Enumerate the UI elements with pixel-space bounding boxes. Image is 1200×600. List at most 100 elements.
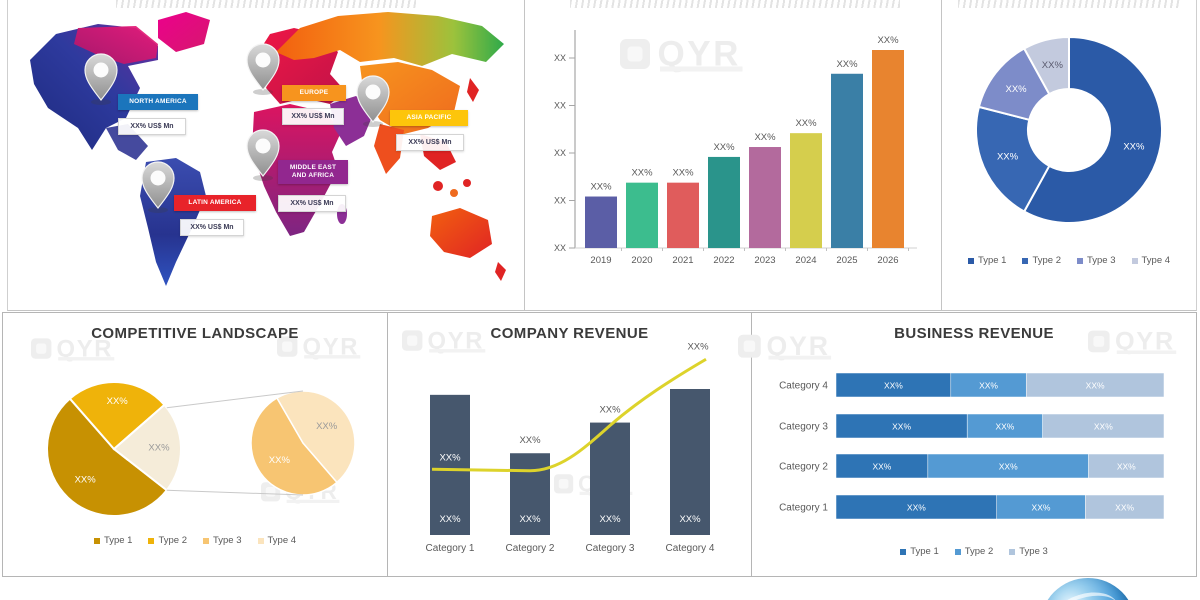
stack-segment-category-1-type-2 — [996, 494, 1086, 520]
stack-segment-category-3-type-3 — [1042, 413, 1165, 439]
chart-label: 2026 — [877, 255, 898, 266]
location-pin-north-america — [84, 53, 118, 105]
competitive-landscape-title: COMPETITIVE LANDSCAPE — [91, 325, 299, 342]
biz-legend-item-type-3: Type 3 — [1009, 546, 1048, 557]
chart-label: XX% — [907, 503, 926, 513]
company-revenue-title: COMPANY REVENUE — [490, 325, 649, 342]
location-pin-middle-east-africa — [246, 129, 280, 181]
cropped-panel-title — [570, 0, 900, 8]
bar-2023 — [749, 147, 781, 248]
legend-marker — [1022, 257, 1029, 264]
chart-label: 2025 — [836, 255, 857, 266]
bar-2019 — [585, 196, 617, 248]
chart-label: Category 4 — [666, 543, 715, 554]
chart-label: XX% — [754, 132, 776, 143]
chart-label: XX% — [1117, 462, 1136, 472]
chart-label: XX% — [877, 35, 899, 46]
chart-label: XX% — [672, 168, 694, 179]
chart-label: XX% — [107, 396, 129, 407]
business-revenue-legend: Type 1 Type 2 Type 3 — [752, 546, 1196, 557]
location-pin-asia-pacific — [356, 75, 390, 127]
legend-label: Type 4 — [1141, 255, 1171, 266]
bar-category-2 — [510, 453, 550, 535]
chart-label: Category 2 — [779, 462, 828, 473]
bar-category-4 — [670, 389, 710, 535]
panel-business-revenue: BUSINESS REVENUE Category 4 XX% XX% XX% Cate… — [738, 312, 1197, 577]
chart-label: XX% — [795, 118, 817, 129]
chart-label: XX% — [1042, 60, 1064, 71]
cl-legend-item-type-4: Type 4 — [257, 535, 297, 546]
donut-segment-type-1 — [1022, 35, 1163, 224]
bar-2021 — [667, 182, 699, 248]
legend-marker — [967, 257, 974, 264]
chart-label: XX — [554, 243, 566, 253]
bar-2025 — [831, 73, 863, 248]
legend-label: Type 1 — [910, 546, 939, 557]
main-pie-segment-other — [112, 403, 182, 492]
stack-segment-category-4-type-2 — [950, 372, 1027, 398]
chart-label: XX% — [687, 341, 709, 352]
world-map — [30, 12, 506, 286]
chart-label: XX% — [979, 381, 998, 391]
chart-label: XX% — [1123, 142, 1145, 153]
business-revenue-stacked-chart: Category 4 XX% XX% XX% Category 3 XX% XX% XX% Ca… — [779, 372, 1165, 520]
cropped-panel-title — [958, 0, 1182, 8]
stack-segment-category-2-type-1 — [835, 453, 929, 479]
bar-2024 — [790, 133, 822, 248]
legend-label: Type 3 — [1087, 255, 1116, 266]
stack-segment-category-4-type-1 — [835, 372, 952, 398]
region-value-asia-pacific: XX% US$ Mn — [396, 134, 464, 151]
chart-label: XX — [554, 196, 566, 206]
chart-label: XX% — [995, 422, 1014, 432]
bar-category-1 — [430, 394, 470, 535]
cl-legend-item-type-3: Type 3 — [203, 535, 242, 546]
region-banner-latin-america: LATIN AMERICA — [174, 195, 256, 212]
donut-segment-type-2 — [975, 105, 1051, 213]
region-value-middle-east-africa: XX% US$ Mn — [278, 195, 346, 212]
legend-label: Type 2 — [1032, 255, 1061, 266]
stack-segment-category-2-type-2 — [927, 453, 1089, 479]
legend-marker — [954, 548, 961, 555]
chart-label: XX% — [519, 435, 541, 446]
chart-label: XX% — [1032, 503, 1051, 513]
location-pin-europe — [246, 43, 280, 95]
chart-label: 2019 — [590, 255, 611, 266]
bar-2022 — [708, 156, 740, 248]
bar-2020 — [626, 182, 658, 248]
stack-segment-category-4-type-3 — [1025, 372, 1165, 398]
stack-segment-category-3-type-2 — [966, 413, 1043, 439]
chart-label: XX% — [679, 514, 701, 525]
chart-label: Category 2 — [506, 543, 555, 554]
legend-label: Type 3 — [213, 535, 242, 546]
chart-label: XX% — [1005, 84, 1027, 95]
legend-label: Type 4 — [267, 535, 297, 546]
chart-label: XX% — [631, 168, 653, 179]
chart-label: XX% — [75, 475, 97, 486]
main-pie-segment-type 1 — [46, 397, 169, 517]
secondary-pie-segment-type-3 — [250, 396, 339, 496]
yearly-growth-bar-chart: XX XX XX XX XX XX% 2019 XX% 2020 XX% 2021 XX% 2022 XX… — [554, 30, 917, 266]
type-share-donut-chart: XX% XX% XX% XX% — [975, 35, 1163, 224]
legend-marker — [1009, 548, 1016, 555]
legend-marker — [148, 537, 155, 544]
chart-label: XX% — [519, 514, 541, 525]
legend-marker — [93, 537, 100, 544]
chart-label: XX% — [999, 462, 1018, 472]
chart-label: XX% — [316, 421, 338, 432]
chart-label: Category 1 — [779, 503, 828, 514]
chart-label: 2021 — [672, 255, 693, 266]
panel-company-revenue: COMPANY REVENUE XX% Category 1 XX% Category… — [388, 312, 752, 577]
panel-regional-map: NORTH AMERICA XX% US$ Mn EUROPE XX% US$ Mn A… — [7, 0, 524, 311]
chart-label: Category 4 — [779, 381, 828, 392]
competitive-landscape-legend: Type 1 Type 2 Type 3 Type 4 — [3, 535, 387, 546]
chart-label: XX — [554, 101, 566, 111]
cl-legend-item-type-2: Type 2 — [148, 535, 187, 546]
panel-market-growth-chart: XX XX XX XX XX XX% 2019 XX% 2020 XX% 2021 XX% 2022 XX… — [524, 0, 941, 311]
panel-type-share-donut: XX% XX% XX% XX% Type 1 Type 2 Type 3 Type 4 — [941, 0, 1197, 311]
trend-line — [431, 357, 707, 473]
chart-label: XX% — [269, 455, 291, 466]
region-value-europe: XX% US$ Mn — [282, 108, 344, 125]
chart-label: XX% — [148, 443, 170, 454]
globe-logo — [1040, 578, 1136, 600]
